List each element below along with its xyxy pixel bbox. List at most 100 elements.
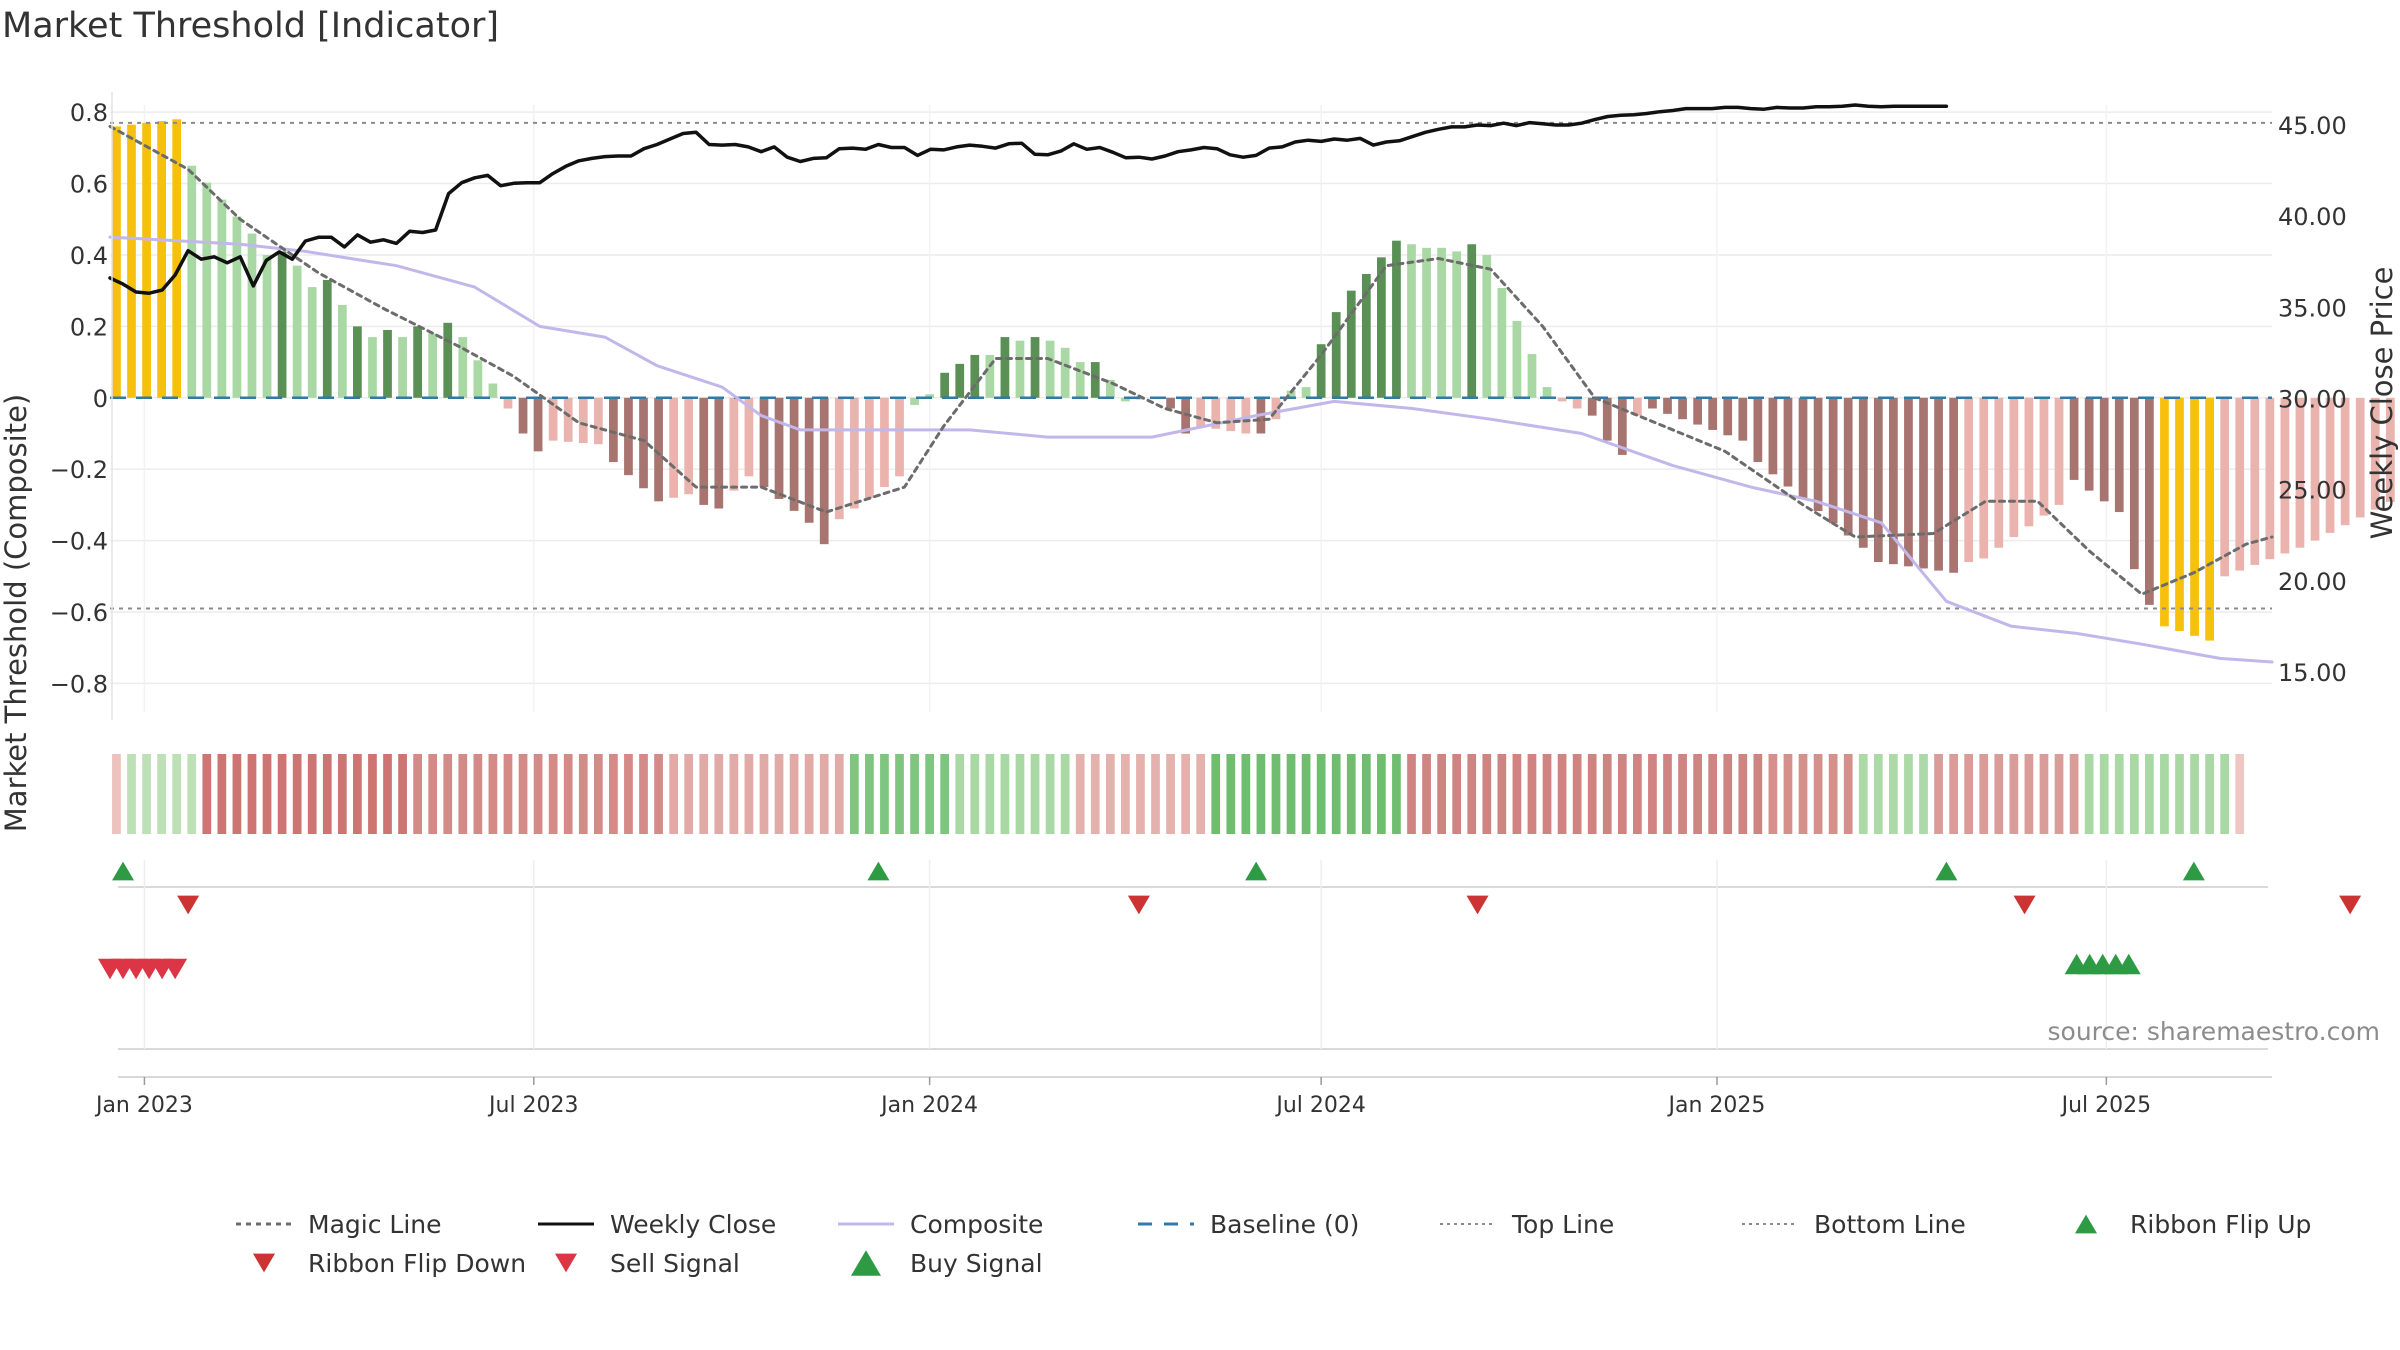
ribbon-cell <box>1271 754 1281 834</box>
ribbon-cell <box>759 754 769 834</box>
ribbon-cell <box>1346 754 1356 834</box>
histogram-bar <box>2160 397 2169 627</box>
histogram-bar <box>1783 397 1793 487</box>
histogram-bar <box>217 199 227 398</box>
right-tick-label: 20.00 <box>2278 568 2347 596</box>
histogram-bar <box>819 397 829 545</box>
ribbon-cell <box>593 754 603 834</box>
histogram-bar <box>609 397 618 463</box>
right-tick-label: 35.00 <box>2278 294 2347 322</box>
histogram-bar <box>1979 397 1989 559</box>
histogram-bar <box>1331 312 1341 398</box>
histogram-bar <box>368 337 377 398</box>
axes: 0.8 0.6 0.4 0.2 0 −0.2 −0.4 −0.6 −0.8 45.00 40.00 3… <box>50 92 2347 1118</box>
histogram-bar <box>2009 397 2019 538</box>
ribbon-cell <box>2175 754 2184 834</box>
ribbon-cell <box>1934 754 1943 834</box>
ribbon-cell <box>2024 754 2034 834</box>
histogram-bar <box>1919 397 1928 569</box>
ribbon-cell <box>1301 754 1311 834</box>
histogram-bar <box>1648 397 1657 409</box>
histogram-bar <box>398 337 407 398</box>
ribbon-flip-up-marker <box>2182 861 2205 881</box>
ribbon-cell <box>1437 754 1446 834</box>
legend-item: Ribbon Flip Up <box>2075 1210 2311 1239</box>
histogram-bar <box>1211 397 1221 429</box>
right-tick-label: 30.00 <box>2278 385 2347 413</box>
x-tick-label: Jan 2025 <box>1667 1093 1766 1118</box>
histogram-bar <box>1271 397 1281 420</box>
ribbon-cell <box>729 754 739 834</box>
x-tick-label: Jul 2025 <box>2060 1093 2152 1118</box>
ribbon-cell <box>1768 754 1778 834</box>
histogram-bar <box>473 360 483 398</box>
legend-label: Baseline (0) <box>1210 1210 1359 1239</box>
ribbon-cell <box>1136 754 1145 834</box>
ribbon-cell <box>142 754 151 834</box>
ribbon-cell <box>1211 754 1221 834</box>
buy-signal-marker <box>2116 953 2141 975</box>
histogram-bar <box>1813 397 1823 512</box>
histogram-bar <box>880 397 889 488</box>
right-axis-label: Weekly Close Price <box>2365 267 2399 540</box>
histogram-bar <box>1949 397 1958 573</box>
histogram-bar <box>2220 397 2230 577</box>
histogram-bar <box>759 397 769 488</box>
ribbon-cell <box>172 754 182 834</box>
histogram-bar <box>187 165 197 398</box>
ribbon-cell <box>1331 754 1341 834</box>
histogram-bar <box>2280 397 2290 554</box>
legend-label: Buy Signal <box>910 1249 1043 1278</box>
histogram-bar <box>1482 254 1492 398</box>
legend-label: Sell Signal <box>610 1249 740 1278</box>
ribbon-cell <box>1633 754 1642 834</box>
histogram-bar <box>2310 397 2320 541</box>
histogram-bar <box>1407 244 1416 398</box>
ribbon-cell <box>1572 754 1582 834</box>
left-tick-label: −0.2 <box>50 456 108 484</box>
histogram-bar <box>2355 397 2365 518</box>
histogram-bar <box>2370 397 2380 510</box>
histogram-bar <box>2250 397 2260 565</box>
histogram-bar <box>578 397 588 444</box>
histogram-bar <box>1377 257 1386 398</box>
ribbon-cell <box>940 754 950 834</box>
ribbon-cell <box>1738 754 1748 834</box>
histogram-bar <box>1301 387 1311 398</box>
histogram-bar <box>1286 390 1296 398</box>
ribbon-cell <box>1813 754 1823 834</box>
ribbon-cell <box>1256 754 1266 834</box>
histogram-bar <box>1828 397 1838 524</box>
histogram-bar <box>1226 397 1236 432</box>
histogram-bar <box>2039 397 2049 516</box>
legend-label: Ribbon Flip Up <box>2130 1210 2311 1239</box>
histogram-bar <box>895 397 904 477</box>
ribbon-flip-down-marker <box>177 895 200 915</box>
ribbon-cell <box>1904 754 1913 834</box>
histogram-bar <box>2145 397 2154 605</box>
ribbon-cell <box>2190 754 2199 834</box>
ribbon-cell <box>1557 754 1567 834</box>
histogram-bar <box>443 322 453 398</box>
histogram-bar <box>1889 397 1898 565</box>
ribbon-cell <box>503 754 513 834</box>
ribbon-flip-up-legend-marker <box>2075 1214 2097 1234</box>
ribbon-cell <box>1030 754 1040 834</box>
histogram-bar <box>1843 397 1853 536</box>
x-tick-label: Jan 2023 <box>94 1093 193 1118</box>
legend-label: Composite <box>910 1210 1043 1239</box>
ribbon-cell <box>804 754 814 834</box>
ribbon-cell <box>473 754 483 834</box>
ribbon-cell <box>1512 754 1522 834</box>
histogram-bar <box>1708 397 1718 430</box>
histogram-bar <box>2175 397 2184 632</box>
histogram-bar <box>1678 397 1687 420</box>
ribbon-cell <box>1392 754 1401 834</box>
left-tick-label: 0.6 <box>70 171 108 199</box>
histogram-bar <box>1633 397 1642 416</box>
histogram-bar <box>2325 397 2335 533</box>
ribbon-cell <box>307 754 317 834</box>
ribbon-cell <box>1286 754 1296 834</box>
legend-item: Buy Signal <box>851 1249 1043 1278</box>
